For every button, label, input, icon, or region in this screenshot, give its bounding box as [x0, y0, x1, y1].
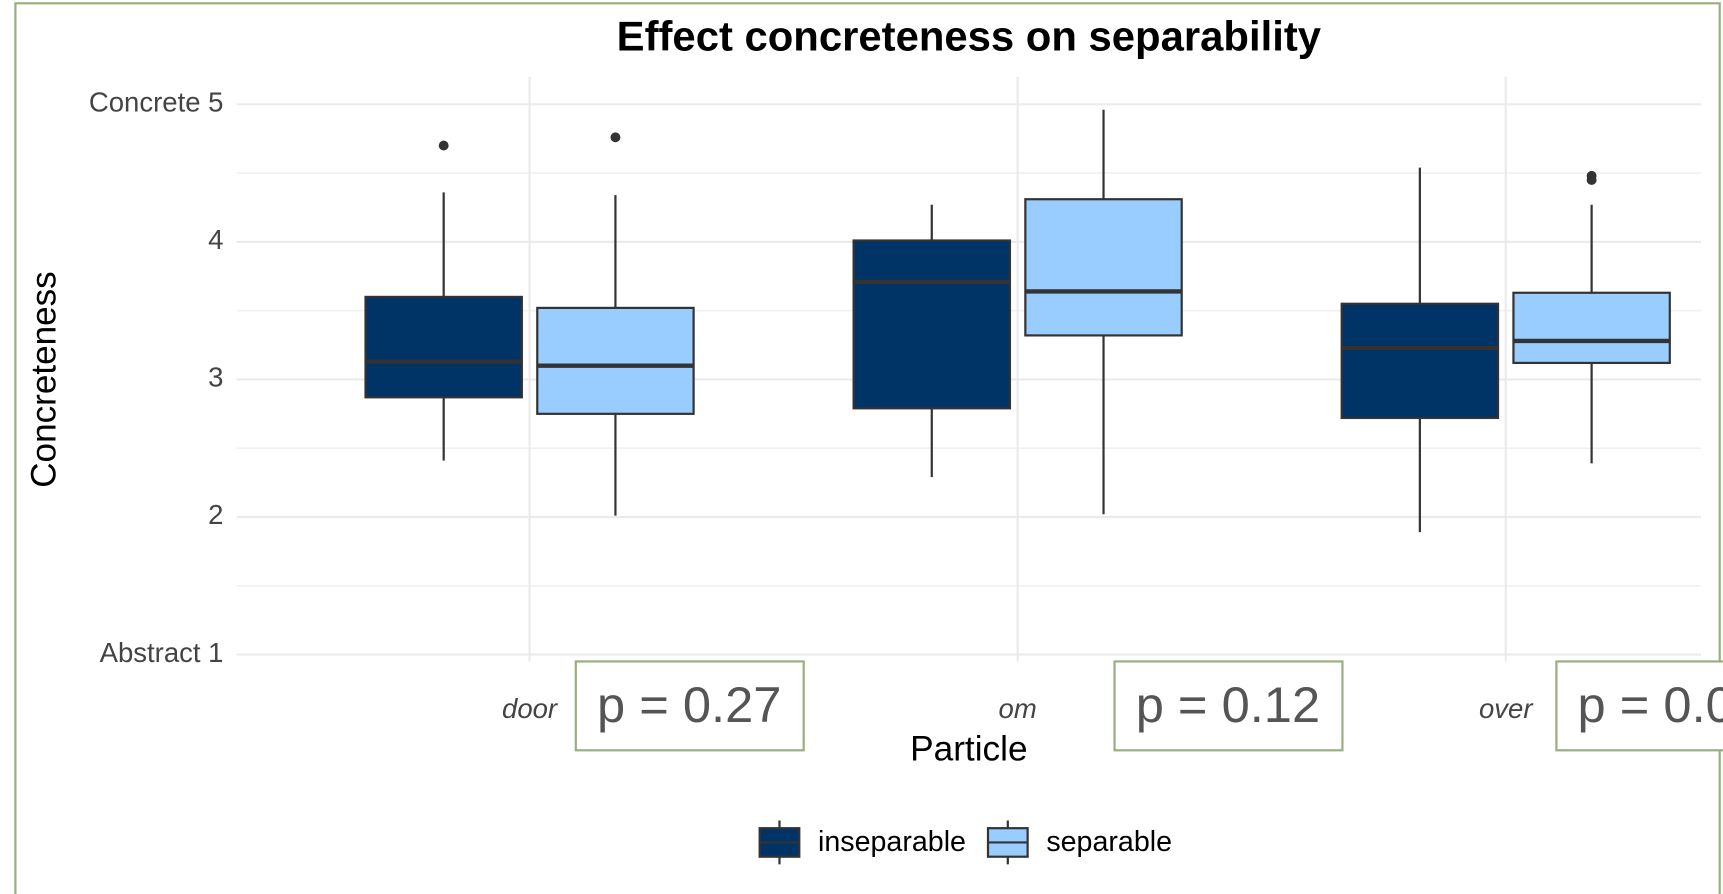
- y-tick-label: 2: [208, 499, 223, 530]
- y-tick-label: Concrete 5: [89, 87, 224, 118]
- box: [1340, 302, 1500, 420]
- y-axis-label: Concreteness: [24, 271, 63, 488]
- annotation-box: [1555, 660, 1723, 752]
- box: [1512, 291, 1671, 365]
- legend-label: inseparable: [818, 826, 966, 858]
- box: [852, 239, 1012, 410]
- box: [364, 295, 523, 399]
- box: [1024, 198, 1183, 337]
- annotation-box: [574, 660, 805, 752]
- legend-label: separable: [1046, 826, 1172, 858]
- chart-title: Effect concreteness on separability: [617, 13, 1321, 60]
- annotation: p = 0.07: [1578, 676, 1723, 733]
- x-tick-label: door: [502, 693, 559, 724]
- annotation: p = 0.12: [1136, 676, 1320, 733]
- annotation: p = 0.27: [597, 676, 781, 733]
- x-axis-label: Particle: [910, 730, 1027, 769]
- box: [536, 306, 695, 415]
- x-tick-label: over: [1479, 693, 1534, 724]
- annotation-box: [1113, 660, 1344, 752]
- y-tick-label: Abstract 1: [100, 637, 224, 668]
- y-tick-label: 3: [208, 362, 223, 393]
- outlier: [610, 132, 621, 143]
- frame: [14, 2, 1721, 894]
- x-tick-label: om: [999, 693, 1037, 724]
- y-tick-label: 4: [208, 224, 223, 255]
- outlier: [438, 140, 449, 151]
- outlier: [1586, 175, 1597, 185]
